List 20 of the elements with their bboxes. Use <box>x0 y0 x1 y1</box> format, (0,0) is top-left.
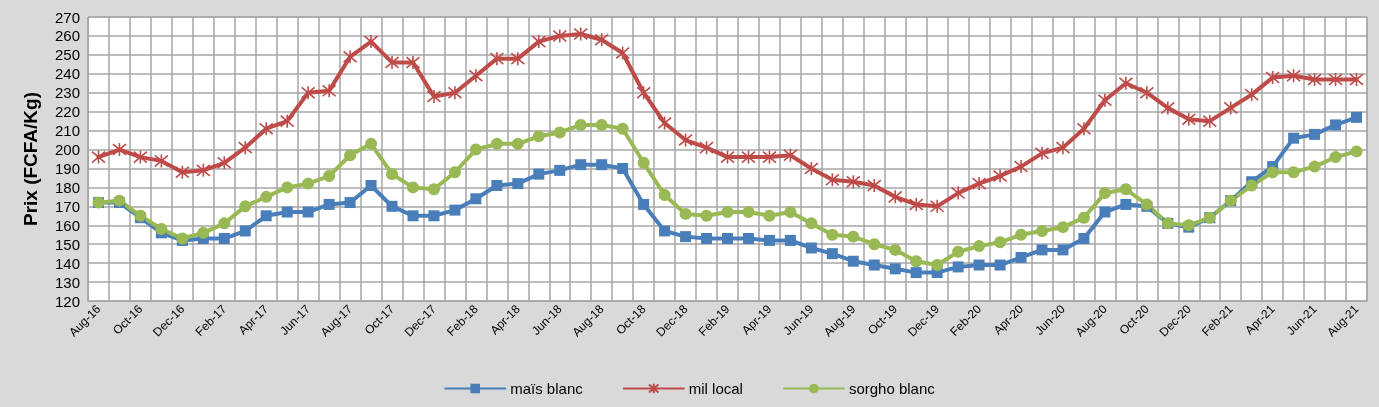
y-tick-label: 190 <box>54 159 80 177</box>
legend-label: sorgho blanc <box>848 380 936 397</box>
y-tick-label: 210 <box>54 122 80 140</box>
y-tick-label: 170 <box>54 197 80 215</box>
y-tick-label: 270 <box>54 8 80 26</box>
y-tick-label: 230 <box>54 84 80 102</box>
legend-label: mil local <box>688 380 743 397</box>
legend-label: maïs blanc <box>510 380 584 397</box>
y-tick-label: 200 <box>54 141 80 159</box>
y-tick-label: 150 <box>54 235 80 253</box>
y-tick-label: 250 <box>54 46 80 64</box>
y-tick-label: 240 <box>54 65 80 83</box>
y-tick-label: 120 <box>54 292 80 310</box>
y-tick-label: 180 <box>54 178 80 196</box>
y-tick-label: 160 <box>54 216 80 234</box>
y-tick-label: 260 <box>54 27 80 45</box>
y-axis-title: Prix (FCFA/Kg) <box>20 91 41 227</box>
y-tick-label: 130 <box>54 273 80 291</box>
y-tick-label: 140 <box>54 254 80 272</box>
y-tick-label: 220 <box>54 103 80 121</box>
